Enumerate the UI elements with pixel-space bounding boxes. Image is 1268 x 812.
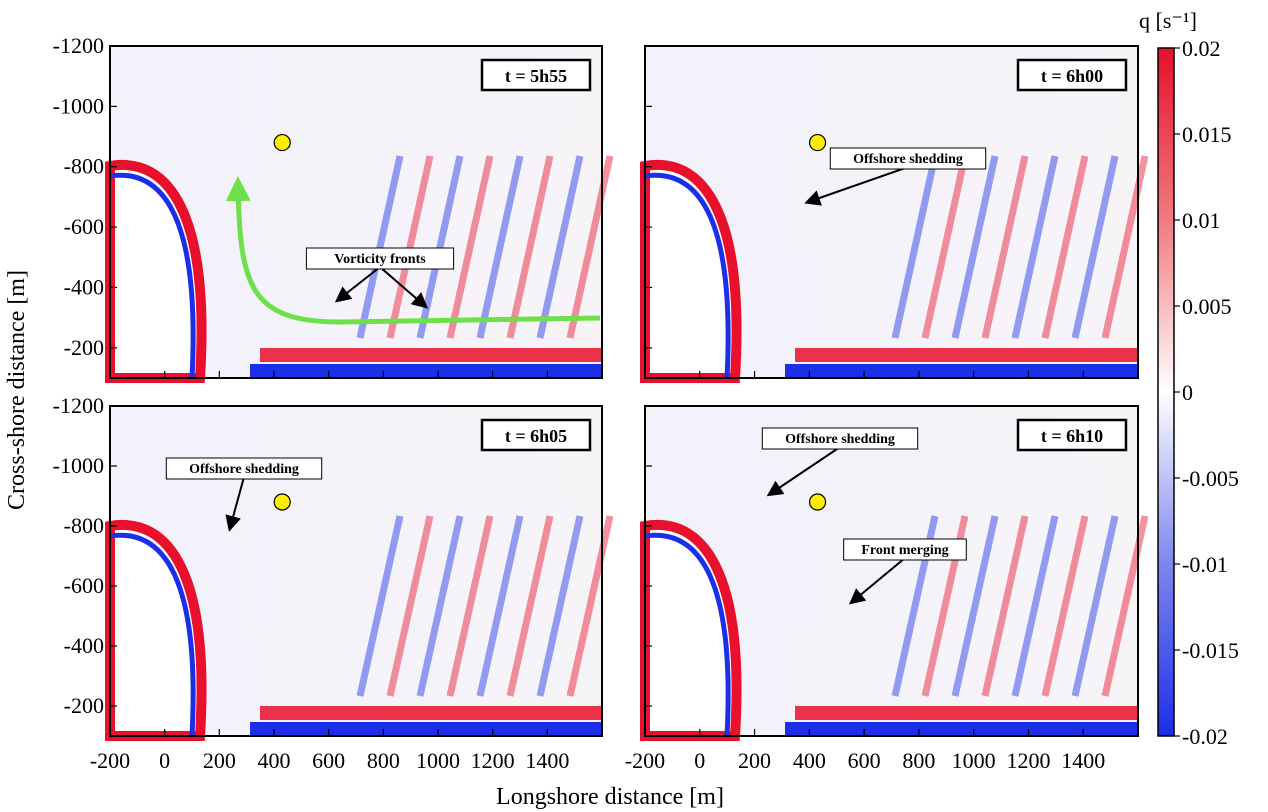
annotation: Offshore shedding (165, 457, 323, 532)
colorbar-ticks: 0.02 0.015 0.01 0.005 0 -0.005 -0.01 -0.015 -0.0… (1174, 36, 1239, 749)
y-axis-label: Cross-shore distance [m] (4, 270, 30, 510)
y-tick-label: -400 (64, 274, 104, 299)
x-tick-label: 1000 (952, 748, 996, 773)
shoreline-band (640, 155, 1149, 383)
x-tick-label: 1400 (1061, 748, 1105, 773)
x-tick-label: 200 (203, 748, 236, 773)
y-tick-label: -800 (64, 513, 104, 538)
flow-path-arrow (225, 176, 601, 325)
colorbar-tick-label: -0.02 (1182, 724, 1228, 749)
x-tick-label: 1200 (471, 748, 515, 773)
time-label: t = 6h05 (480, 418, 592, 452)
shoreline-band (105, 515, 614, 741)
panel-frame (109, 405, 603, 737)
annotation-text: Front merging (861, 543, 948, 558)
annotation-arrow (766, 446, 841, 497)
x-tick-label: 1200 (1006, 748, 1050, 773)
annotation-box (305, 247, 455, 270)
colorbar-tick-label: 0.02 (1182, 36, 1221, 61)
x-tick-label: 1400 (525, 748, 569, 773)
x-tick-label: -200 (90, 748, 130, 773)
y-tick-label: -1200 (53, 33, 104, 58)
colorbar-tick-label: 0.01 (1182, 208, 1221, 233)
y-tick-label: -800 (64, 154, 104, 179)
y-tick-label: -1000 (53, 93, 104, 118)
annotation-text: Offshore shedding (189, 462, 299, 477)
y-tick-label: -200 (64, 335, 104, 360)
x-tick-label: 600 (848, 748, 881, 773)
annotation: Vorticity fronts (305, 247, 455, 309)
x-axis-label: Longshore distance [m] (496, 784, 724, 810)
time-label-text: t = 6h10 (1041, 426, 1103, 446)
annotation-box (165, 457, 323, 480)
time-label: t = 5h55 (480, 58, 592, 92)
x-tick-label: -200 (625, 748, 665, 773)
annotation-arrow (379, 266, 429, 309)
time-label-text: t = 6h00 (1041, 66, 1103, 86)
annotation-box (761, 427, 919, 450)
annotation-arrow (334, 266, 381, 303)
shoreline-band (640, 515, 1149, 741)
annotation-arrow (848, 557, 906, 605)
annotation-box (829, 147, 987, 170)
panel-d: -200 0 200 400 600 800 1000 1200 1400 t = 6h10 Off… (625, 405, 1149, 773)
panel-c: -1200 -1000 -800 -600 -400 -200 -200 0 200 400 600… (53, 393, 614, 773)
panel-frame (644, 405, 1139, 737)
annotation-box (843, 538, 967, 561)
annotation-text: Offshore shedding (785, 432, 895, 447)
x-tick-label: 400 (793, 748, 826, 773)
panel-frame (109, 45, 603, 379)
x-tick-label: 800 (902, 748, 935, 773)
y-tick-label: -600 (64, 214, 104, 239)
annotation: Front merging (843, 538, 967, 605)
yellow-marker (808, 133, 827, 152)
time-label-text: t = 5h55 (505, 66, 567, 86)
time-label-text: t = 6h05 (505, 426, 567, 446)
x-tick-label: 1000 (416, 748, 460, 773)
y-tick-label: -600 (64, 573, 104, 598)
shoreline-band (105, 155, 614, 383)
time-label: t = 6h10 (1016, 418, 1128, 452)
x-tick-label: 400 (258, 748, 291, 773)
colorbar-tick-label: -0.005 (1182, 466, 1239, 491)
time-label: t = 6h00 (1016, 58, 1128, 92)
colorbar-tick-label: 0 (1182, 380, 1193, 405)
x-tick-label: 800 (367, 748, 400, 773)
panel-a: -1200 -1000 -800 -600 -400 -200 t = 5h55 Vortic… (53, 33, 614, 383)
x-tick-label: 600 (312, 748, 345, 773)
annotation-arrow (225, 476, 245, 532)
colorbar-tick-label: 0.015 (1182, 122, 1232, 147)
y-tick-label: -400 (64, 633, 104, 658)
colorbar: q [s⁻¹] 0.02 0.015 0.01 0.005 0 -0.005 -0.01 -0… (1139, 8, 1239, 749)
y-tick-label: -1000 (53, 453, 104, 478)
annotation: Offshore shedding (761, 427, 919, 497)
yellow-marker (273, 493, 291, 511)
annotation-arrow (804, 166, 909, 206)
x-tick-label: 200 (738, 748, 771, 773)
y-tick-label: -1200 (53, 393, 104, 418)
annotation: Offshore shedding (804, 147, 987, 206)
colorbar-label: q [s⁻¹] (1139, 8, 1197, 33)
annotation-text: Offshore shedding (853, 152, 963, 167)
x-tick-label: 0 (159, 748, 170, 773)
y-tick-label: -200 (64, 693, 104, 718)
colorbar-tick-label: 0.005 (1182, 294, 1232, 319)
yellow-marker (273, 133, 291, 152)
panel-b: t = 6h00 Offshore shedding (640, 45, 1149, 383)
panels-group: -1200 -1000 -800 -600 -400 -200 t = 5h55 Vortic… (53, 33, 1149, 773)
colorbar-tick-label: -0.01 (1182, 552, 1228, 577)
colorbar-tick-label: -0.015 (1182, 638, 1239, 663)
annotation-text: Vorticity fronts (334, 252, 426, 267)
x-tick-label: 0 (694, 748, 705, 773)
yellow-marker (808, 493, 827, 511)
panel-frame (644, 45, 1139, 379)
colorbar-gradient (1157, 47, 1175, 737)
